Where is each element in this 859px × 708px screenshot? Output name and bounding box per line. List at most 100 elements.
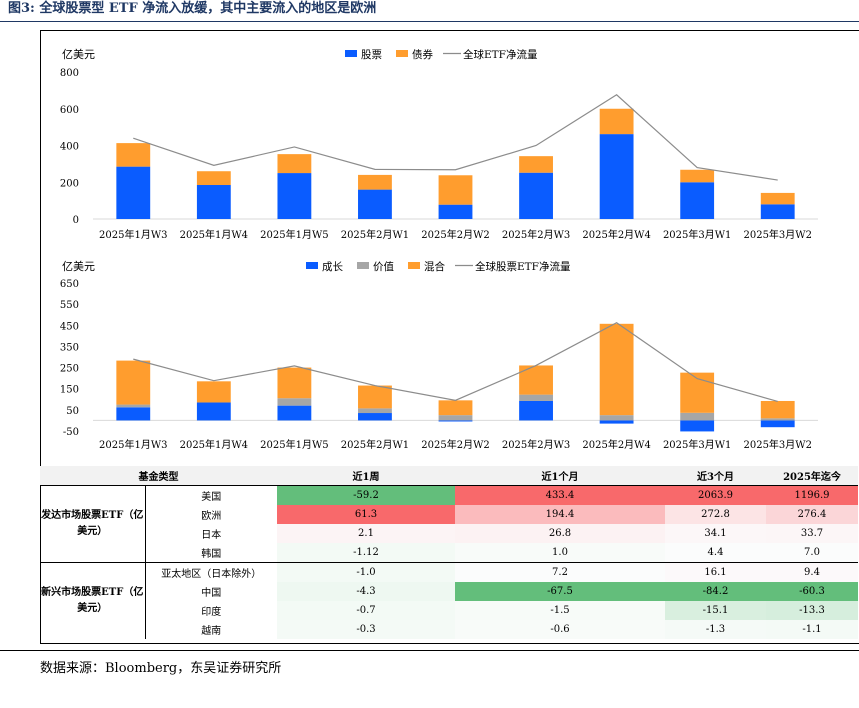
value-cell: -1.1 xyxy=(766,620,858,639)
bar-债券 xyxy=(277,154,312,174)
line-全球股票ETF净流量 xyxy=(133,322,778,402)
bar-成长 xyxy=(277,405,312,421)
bar-股票 xyxy=(358,189,392,219)
bar-成长 xyxy=(196,402,231,421)
bar-债券 xyxy=(760,192,795,205)
legend-swatch-债券 xyxy=(396,50,408,57)
value-cell: 2063.9 xyxy=(665,485,766,505)
legend-label-债券: 债券 xyxy=(412,48,433,61)
bar-价值 xyxy=(438,415,473,421)
value-cell: 2.1 xyxy=(277,524,455,543)
value-cell: 1.0 xyxy=(455,543,665,563)
y-tick-label: 350 xyxy=(60,342,79,353)
y-tick-label: 200 xyxy=(60,178,79,189)
value-cell: -15.1 xyxy=(665,601,766,620)
bar-债券 xyxy=(438,175,473,205)
bar-股票 xyxy=(438,204,473,219)
table-header-1w: 近1周 xyxy=(277,466,455,486)
x-tick-label: 2025年1月W3 xyxy=(99,438,167,451)
y-tick-label: 550 xyxy=(60,300,79,311)
value-cell: -0.3 xyxy=(277,620,455,639)
table-row: 新兴市场股票ETF（亿美元） 亚太地区（日本除外） -1.0 7.2 16.1 9.4 xyxy=(40,562,858,639)
bar-混合 xyxy=(438,400,473,416)
bar-股票 xyxy=(519,172,553,219)
bar-债券 xyxy=(680,169,715,183)
table-header-3m: 近3个月 xyxy=(665,466,766,486)
y-axis-label: 亿美元 xyxy=(62,48,95,61)
x-tick-label: 2025年2月W4 xyxy=(582,228,650,241)
bar-价值 xyxy=(760,418,795,421)
bottom-rule xyxy=(0,650,859,651)
bar-债券 xyxy=(358,174,392,190)
x-tick-label: 2025年2月W2 xyxy=(421,438,489,451)
table-row: 欧洲 61.3 194.4 272.8 276.4 xyxy=(40,505,858,524)
value-cell: 7.0 xyxy=(766,543,858,563)
group-label: 发达市场股票ETF（亿美元） xyxy=(41,510,144,537)
bar-债券 xyxy=(116,143,151,167)
bar-股票 xyxy=(196,185,231,219)
x-tick-label: 2025年2月W1 xyxy=(341,438,409,451)
bar-价值 xyxy=(358,408,392,414)
legend-label-混合: 混合 xyxy=(424,260,445,273)
bar-价值 xyxy=(116,404,151,408)
bar-混合 xyxy=(680,372,715,413)
legend-label-价值: 价值 xyxy=(373,260,394,273)
region-cell: 日本 xyxy=(144,524,277,543)
legend-swatch-股票 xyxy=(345,50,357,57)
y-tick-label: 650 xyxy=(60,279,79,290)
region-cell: 印度 xyxy=(144,601,277,620)
value-cell: -67.5 xyxy=(455,582,665,601)
x-tick-label: 2025年2月W4 xyxy=(582,438,650,451)
region-cell: 韩国 xyxy=(144,543,277,563)
legend-label-股票: 股票 xyxy=(361,49,382,61)
bar-成长 xyxy=(116,407,151,421)
y-tick-label: 400 xyxy=(60,142,79,153)
bar-价值 xyxy=(519,394,553,401)
bar-成长 xyxy=(599,420,634,424)
x-tick-label: 2025年1月W3 xyxy=(99,228,167,241)
title-rule xyxy=(0,21,859,22)
legend-swatch-价值 xyxy=(357,262,369,269)
x-tick-label: 2025年1月W4 xyxy=(180,228,248,241)
y-tick-label: 800 xyxy=(60,68,79,79)
x-tick-label: 2025年1月W4 xyxy=(180,438,248,451)
legend-label-成长: 成长 xyxy=(322,261,343,273)
bar-债券 xyxy=(519,156,553,173)
value-cell: 194.4 xyxy=(455,505,665,524)
value-cell: -0.7 xyxy=(277,601,455,620)
y-tick-label: 600 xyxy=(60,105,79,116)
bar-混合 xyxy=(358,385,392,409)
value-cell: -4.3 xyxy=(277,582,455,601)
x-tick-label: 2025年2月W2 xyxy=(421,228,489,241)
table-row: 印度 -0.7 -1.5 -15.1 -13.3 xyxy=(40,601,858,620)
bar-混合 xyxy=(599,323,634,416)
bar-混合 xyxy=(277,367,312,399)
chart-style-flows: 亿美元 -50 50 150 250 350 450 550 650 2025年1月W3 2025年… xyxy=(60,260,818,451)
bar-股票 xyxy=(760,204,795,219)
table-header-1m: 近1个月 xyxy=(455,466,665,486)
bar-成长 xyxy=(438,420,473,422)
value-cell: -1.12 xyxy=(277,543,455,563)
legend-swatch-成长 xyxy=(306,262,318,269)
bar-混合 xyxy=(760,400,795,419)
value-cell: 61.3 xyxy=(277,505,455,524)
region-cell: 欧洲 xyxy=(144,505,277,524)
x-tick-label: 2025年3月W2 xyxy=(743,438,811,451)
y-tick-label: 150 xyxy=(60,385,79,396)
group-label: 新兴市场股票ETF（亿美元） xyxy=(40,562,145,639)
value-cell: 1196.9 xyxy=(766,485,858,505)
figure-title: 图3: 全球股票型 ETF 净流入放缓，其中主要流入的地区是欧洲 xyxy=(8,1,377,16)
bar-股票 xyxy=(599,134,634,219)
value-cell: -0.6 xyxy=(455,620,665,639)
table-row: 发达市场股票ETF（亿美元） 美国 -59.2 433.4 2063.9 1196.9 xyxy=(40,485,858,537)
table-row: 韩国 -1.12 1.0 4.4 7.0 xyxy=(40,543,858,563)
etf-flow-table: 基金类型 近1周 近1个月 近3个月 2025年迄今 发达市场股票ETF（亿美元… xyxy=(40,466,858,639)
legend-swatch-混合 xyxy=(408,262,420,269)
value-cell: -1.5 xyxy=(455,601,665,620)
value-cell: -13.3 xyxy=(766,601,858,620)
bar-股票 xyxy=(277,173,312,219)
bar-成长 xyxy=(680,420,715,432)
value-cell: 26.8 xyxy=(455,524,665,543)
value-cell: 272.8 xyxy=(665,505,766,524)
legend-label-全球股票ETF净流量: 全球股票ETF净流量 xyxy=(475,260,571,273)
